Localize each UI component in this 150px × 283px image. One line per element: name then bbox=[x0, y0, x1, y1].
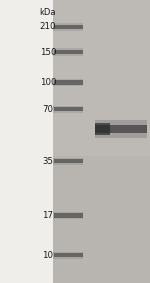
Text: 100: 100 bbox=[40, 78, 56, 87]
Text: 17: 17 bbox=[42, 211, 54, 220]
Bar bbox=[54, 253, 82, 258]
Text: 70: 70 bbox=[42, 105, 54, 114]
Text: 150: 150 bbox=[40, 48, 56, 57]
Bar bbox=[53, 106, 83, 113]
Bar bbox=[0, 0, 52, 283]
Text: kDa: kDa bbox=[40, 8, 56, 17]
Bar bbox=[94, 125, 147, 133]
Bar bbox=[53, 48, 83, 56]
Bar bbox=[53, 79, 83, 86]
Text: 10: 10 bbox=[42, 251, 54, 260]
Bar bbox=[54, 25, 82, 29]
Text: 35: 35 bbox=[42, 157, 54, 166]
Bar bbox=[94, 120, 147, 125]
Text: 210: 210 bbox=[40, 22, 56, 31]
Bar bbox=[54, 159, 82, 164]
Bar bbox=[53, 158, 83, 165]
Bar bbox=[94, 123, 110, 135]
Bar bbox=[52, 0, 150, 156]
Bar bbox=[54, 213, 82, 218]
Bar bbox=[54, 107, 82, 112]
Bar bbox=[53, 23, 83, 31]
Bar bbox=[53, 252, 83, 259]
Bar bbox=[54, 50, 82, 54]
Bar bbox=[94, 133, 147, 138]
Bar bbox=[52, 0, 150, 283]
Bar bbox=[53, 212, 83, 219]
Bar bbox=[54, 80, 82, 85]
